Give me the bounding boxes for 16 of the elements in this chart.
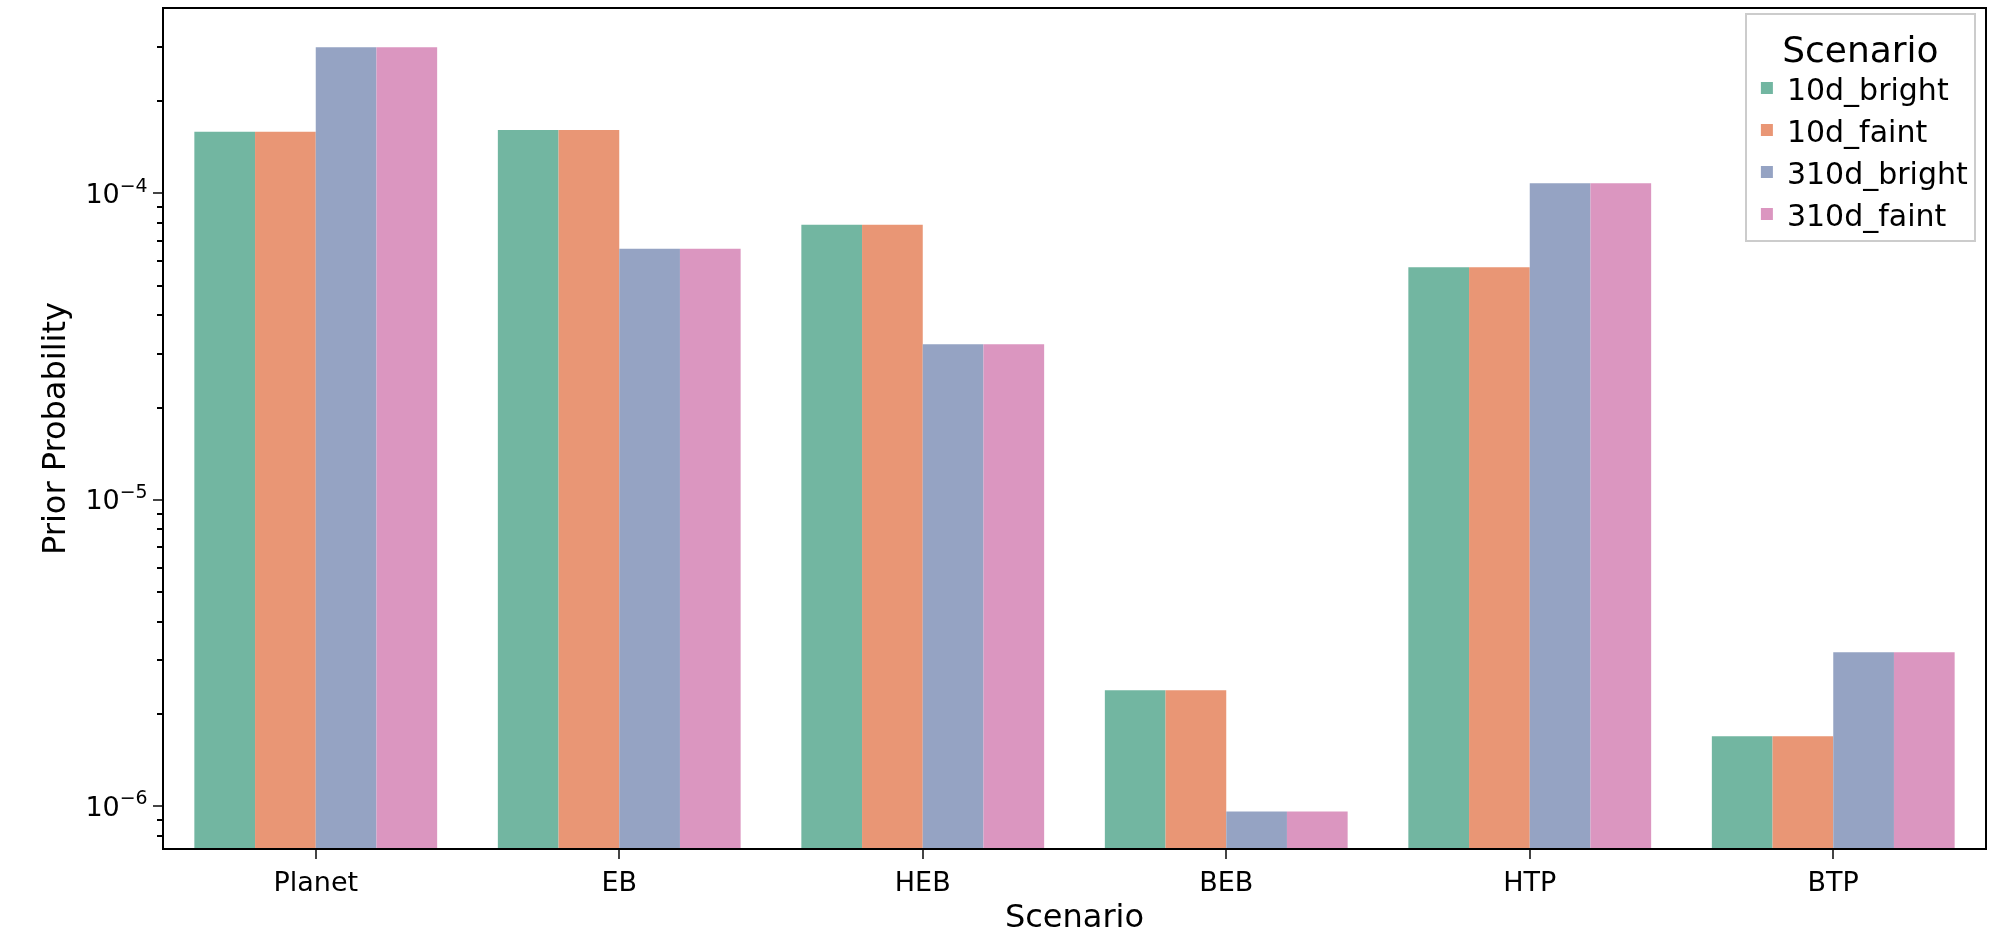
legend-label: 310d_bright xyxy=(1786,155,1968,191)
x-tick-label: HTP xyxy=(1503,866,1557,898)
y-tick-label: 10$^{−4}$ xyxy=(85,173,148,209)
x-tick-label: BTP xyxy=(1807,866,1859,898)
x-tick-label: BEB xyxy=(1199,866,1254,898)
legend-label: 10d_bright xyxy=(1786,71,1949,107)
y-tick-label: 10$^{−6}$ xyxy=(85,786,148,822)
x-tick-label: HEB xyxy=(894,866,951,898)
y-axis-title: Prior Probability xyxy=(35,302,74,555)
legend-label: 10d_faint xyxy=(1786,113,1928,149)
legend-label: 310d_faint xyxy=(1786,197,1947,233)
x-tick-label: EB xyxy=(601,866,638,898)
x-axis-title: Scenario xyxy=(1004,896,1145,935)
y-tick-label: 10$^{−5}$ xyxy=(85,479,148,516)
legend-title: Scenario xyxy=(1782,28,1939,70)
x-tick-label: Planet xyxy=(273,866,359,898)
